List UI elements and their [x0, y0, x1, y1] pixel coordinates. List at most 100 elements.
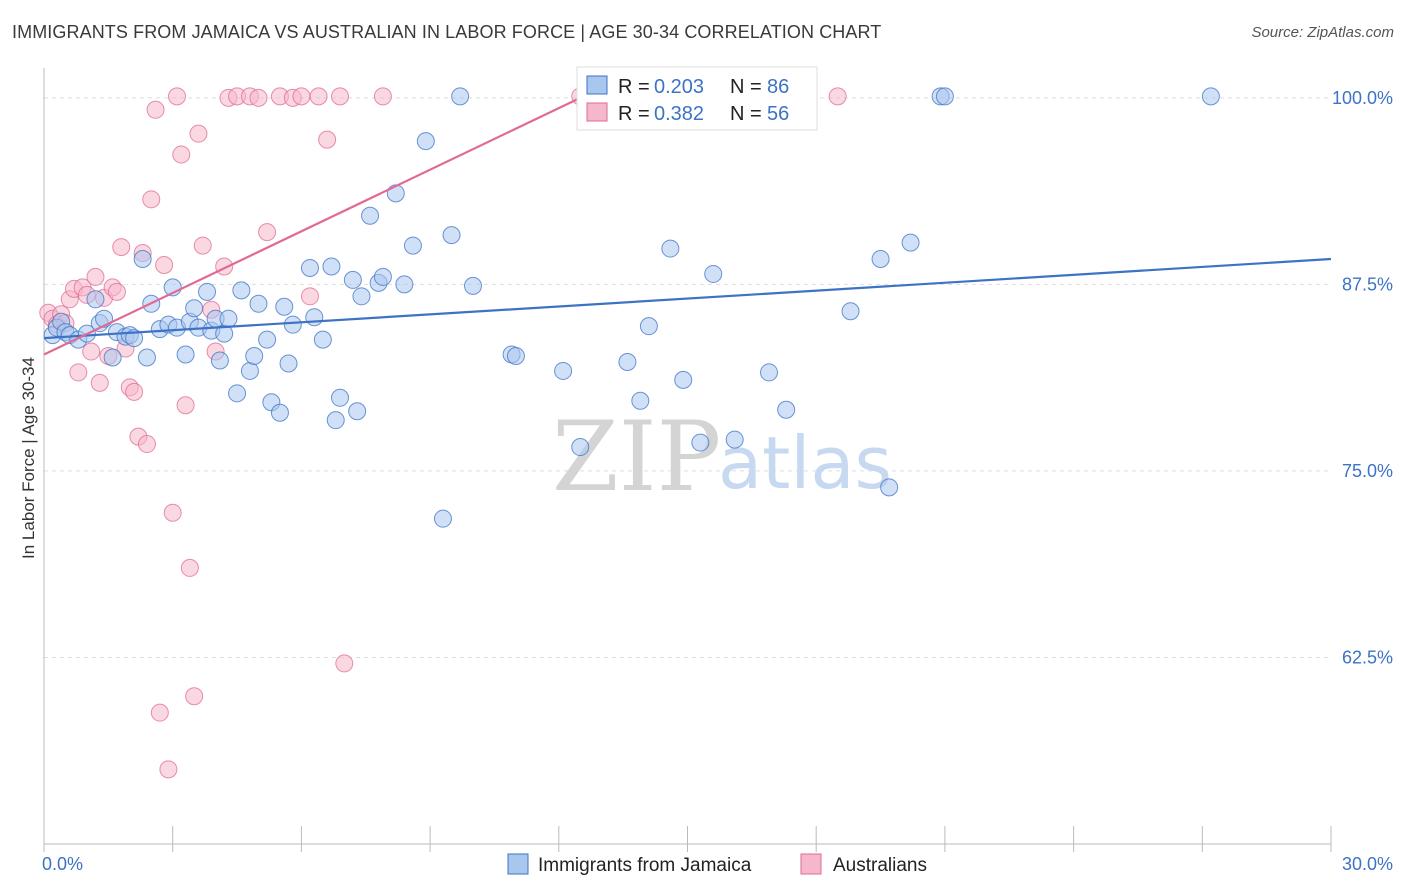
point-jamaica — [373, 267, 392, 286]
axes — [43, 68, 1332, 852]
chart-source: Source: ZipAtlas.com — [1251, 24, 1394, 41]
point-jamaica — [674, 370, 693, 389]
point-australians — [292, 87, 311, 106]
point-jamaica — [245, 347, 264, 366]
point-australians — [155, 255, 174, 274]
bottom-legend-jamaica: Immigrants from Jamaica — [538, 855, 752, 876]
point-jamaica — [639, 317, 658, 336]
legend-n-value-2: 56 — [767, 103, 789, 125]
point-jamaica — [554, 361, 573, 380]
point-australians — [167, 87, 186, 106]
y-tick-label: 75.0% — [1342, 461, 1393, 481]
watermark-atlas: atlas — [718, 421, 892, 505]
point-australians — [69, 363, 88, 382]
point-jamaica — [403, 236, 422, 255]
point-australians — [331, 87, 350, 106]
point-australians — [335, 654, 354, 673]
legend-swatch-pink — [586, 102, 608, 122]
legend-box: R = 0.203 N = 86 R = 0.382 N = 56 — [576, 66, 818, 131]
legend-n-label-1: N = — [730, 76, 762, 98]
point-jamaica — [348, 402, 367, 421]
point-australians — [146, 100, 165, 119]
point-australians — [163, 503, 182, 522]
point-australians — [318, 130, 337, 149]
point-jamaica — [103, 348, 122, 367]
point-australians — [172, 145, 191, 164]
x-tick-label: 30.0% — [1342, 854, 1393, 874]
point-jamaica — [331, 388, 350, 407]
point-australians — [373, 87, 392, 106]
legend-swatch-blue — [586, 75, 608, 95]
point-jamaica — [240, 361, 259, 380]
legend-r-label-2: R = — [618, 103, 650, 125]
point-jamaica — [279, 354, 298, 373]
point-jamaica — [305, 308, 324, 327]
watermark-zip: ZIP — [552, 401, 721, 513]
legend-n-label-2: N = — [730, 103, 762, 125]
point-australians — [125, 382, 144, 401]
point-australians — [309, 87, 328, 106]
point-australians — [249, 88, 268, 107]
point-jamaica — [343, 270, 362, 289]
point-australians — [86, 267, 105, 286]
point-australians — [180, 558, 199, 577]
point-jamaica — [386, 184, 405, 203]
y-tick-label: 87.5% — [1342, 274, 1393, 294]
point-jamaica — [871, 250, 890, 269]
point-jamaica — [571, 438, 590, 457]
point-jamaica — [283, 315, 302, 334]
point-jamaica — [326, 411, 345, 430]
legend-r-value-1: 0.203 — [654, 76, 704, 98]
legend-n-value-1: 86 — [767, 76, 789, 98]
x-tick-label: 0.0% — [42, 854, 83, 874]
y-tick-label: 62.5% — [1342, 647, 1393, 667]
point-jamaica — [395, 275, 414, 294]
point-australians — [159, 760, 178, 779]
point-jamaica — [433, 509, 452, 528]
point-jamaica — [704, 264, 723, 283]
point-jamaica — [133, 250, 152, 269]
point-jamaica — [901, 233, 920, 252]
point-jamaica — [841, 302, 860, 321]
bottom-legend-australians: Australians — [833, 855, 927, 876]
point-jamaica — [176, 345, 195, 364]
point-jamaica — [86, 290, 105, 309]
point-jamaica — [185, 299, 204, 318]
point-jamaica — [198, 282, 217, 301]
point-jamaica — [618, 352, 637, 371]
point-jamaica — [416, 132, 435, 151]
point-jamaica — [1201, 87, 1220, 106]
point-australians — [142, 190, 161, 209]
point-jamaica — [464, 276, 482, 295]
point-australians — [90, 373, 109, 392]
point-australians — [107, 282, 126, 301]
point-australians — [828, 87, 847, 106]
point-australians — [189, 124, 208, 143]
bottom-legend-swatch-australians — [800, 853, 822, 875]
point-australians — [112, 238, 131, 257]
y-axis-label: In Labor Force | Age 30-34 — [19, 357, 38, 559]
point-jamaica — [777, 400, 796, 419]
point-jamaica — [313, 330, 332, 349]
point-jamaica — [361, 206, 380, 225]
point-jamaica — [232, 281, 251, 300]
point-jamaica — [506, 347, 525, 366]
point-jamaica — [210, 351, 229, 370]
point-jamaica — [322, 257, 341, 276]
bottom-legend-swatch-jamaica — [507, 853, 529, 875]
point-australians — [137, 435, 156, 454]
point-jamaica — [258, 330, 277, 349]
point-jamaica — [300, 258, 319, 277]
point-jamaica — [691, 433, 710, 452]
point-jamaica — [137, 348, 156, 367]
point-jamaica — [880, 478, 899, 497]
point-jamaica — [451, 87, 470, 106]
point-jamaica — [725, 430, 744, 449]
bottom-legend: Immigrants from Jamaica Australians — [507, 853, 927, 876]
y-tick-labels: 62.5% 75.0% 87.5% 100.0% — [1332, 88, 1393, 668]
legend-r-value-2: 0.382 — [654, 103, 704, 125]
legend-r-label-1: R = — [618, 76, 650, 98]
point-australians — [176, 396, 195, 415]
point-jamaica — [249, 294, 268, 313]
